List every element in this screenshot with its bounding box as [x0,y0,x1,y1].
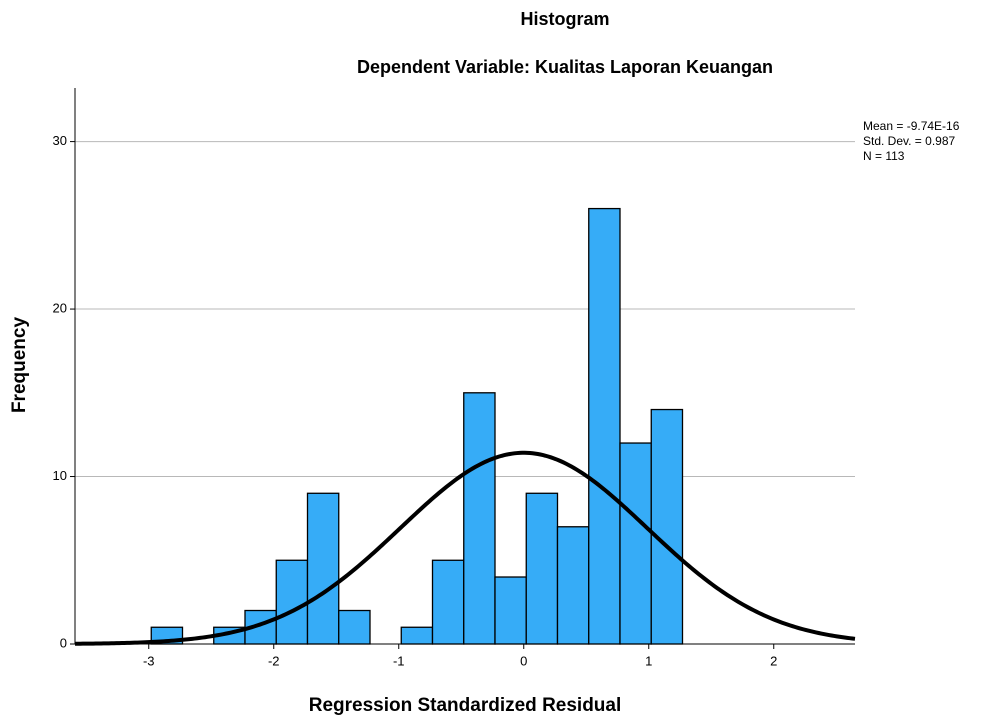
y-axis-title: Frequency [9,317,30,414]
bar [400,626,434,645]
bar [275,559,309,645]
chart-title: Histogram [520,9,609,29]
bar [306,492,340,645]
stat-label: Std. Dev. = 0.987 [863,134,955,148]
bar [619,442,652,645]
bar [431,559,465,645]
bar [338,609,371,645]
x-tick-label: -3 [143,653,155,668]
stat-label: N = 113 [863,149,905,163]
x-axis-title: Regression Standardized Residual [309,695,622,716]
x-tick-label: 1 [645,653,652,668]
x-tick-label: 2 [770,653,777,668]
stat-label: Mean = -9.74E-16 [863,119,960,133]
bar [494,576,527,645]
normal-curve [74,450,856,646]
x-tick-label: 0 [520,653,527,668]
x-tick-label: -1 [393,653,405,668]
bar [650,408,684,645]
bar [556,526,590,645]
bar [463,392,496,645]
x-tick-label: -2 [268,653,280,668]
y-tick-label: 30 [53,133,67,148]
y-tick-label: 10 [53,468,67,483]
y-tick-label: 0 [60,635,67,650]
bar [525,492,559,645]
bar [588,207,621,645]
y-tick-label: 20 [53,300,67,315]
chart-subtitle: Dependent Variable: Kualitas Laporan Keu… [357,57,773,77]
